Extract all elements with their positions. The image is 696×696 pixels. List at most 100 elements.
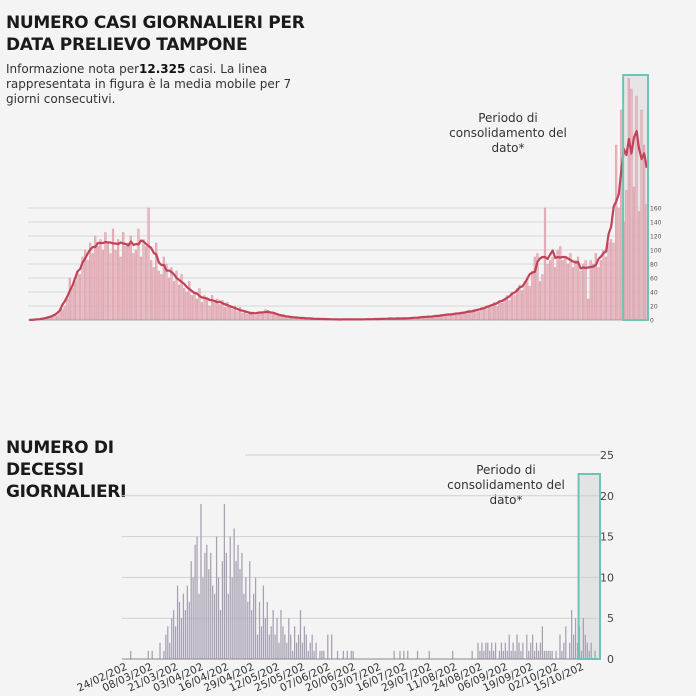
case-bar [208,305,211,321]
case-bar [546,263,549,321]
death-bar [323,650,325,659]
case-bar [531,270,534,321]
death-bar [288,618,290,659]
death-bar [416,650,419,659]
y-tick-label: 15 [600,531,614,544]
consolidation-box [622,74,650,321]
death-bar [526,634,528,659]
case-bar [549,260,552,321]
case-bar [134,249,137,321]
case-bar [254,315,257,321]
case-bar [147,207,150,321]
death-bar [262,585,265,659]
death-bar [188,601,190,659]
case-bar [513,295,516,321]
death-bar [174,626,177,659]
case-bar [551,256,554,321]
case-bar [223,307,226,321]
case-bar [50,317,54,321]
case-bar [261,312,265,321]
y-tick-label: 0 [650,318,654,325]
case-bar [63,305,66,321]
case-bar [185,291,188,321]
y-tick-label: 60 [650,276,658,283]
death-bar [280,610,282,659]
case-bar [150,260,153,321]
death-bar [173,610,175,659]
death-bar [270,626,272,659]
case-bar [632,186,635,321]
death-bar [301,642,304,659]
death-bar [225,552,227,659]
case-bar [457,313,460,321]
subtitle-suffix: casi. La linea rappresentata in figura è… [6,62,292,106]
death-bar [251,610,253,659]
y-tick-label: 25 [600,449,614,462]
death-bar [309,642,311,659]
death-bar [319,650,321,659]
death-bar [266,601,268,659]
death-bar [532,634,534,659]
death-bar [171,618,173,659]
consolidation-box [577,473,601,660]
death-bar [549,650,551,659]
case-bar [89,242,92,321]
death-bar [208,569,210,659]
case-bar [213,302,216,321]
death-bar [342,650,345,659]
death-bar [258,601,261,659]
case-bar [99,239,102,321]
death-bar [245,577,247,659]
death-bar [202,577,204,659]
death-bar [559,634,561,659]
death-bar [561,650,563,659]
subtitle-count: 12.325 [139,62,186,76]
death-bar [292,650,294,659]
death-bar [215,536,218,659]
case-bar [86,260,89,321]
death-bar [508,634,510,659]
death-bar [192,577,194,659]
case-bar [620,109,623,321]
case-bar [521,290,524,321]
y-tick-label: 120 [650,234,662,241]
y-tick-label: 100 [650,248,662,255]
death-bar [489,650,491,659]
case-bar [454,314,458,321]
death-bar [249,561,251,659]
case-bar [465,313,468,321]
case-bar [236,311,239,321]
case-bar [599,260,602,321]
death-bar [479,650,481,659]
death-bar [452,650,454,659]
case-bar [282,316,285,321]
case-bar [584,260,587,321]
death-bar [545,650,547,659]
case-bar [200,302,204,321]
case-bar [615,144,618,321]
case-bar [157,270,160,321]
death-bar [227,593,229,659]
death-bar [311,634,313,659]
death-bar [555,650,557,659]
case-bar [508,300,511,321]
death-bar [221,561,224,659]
death-bar [315,642,317,659]
case-bar [142,239,145,321]
death-bar [569,642,571,659]
death-bar [498,650,501,659]
case-bar [444,315,447,321]
case-bar [277,315,280,321]
case-bar [198,288,201,321]
death-bar [303,626,305,659]
cases-chart-subtitle: Informazione nota per12.325 casi. La lin… [6,62,306,107]
case-bar [178,284,181,321]
death-bar [206,544,208,659]
death-bar [576,642,579,659]
case-bar [152,267,155,321]
death-bar [492,650,495,659]
case-bar [643,144,646,321]
case-bar [129,235,132,321]
case-bar [144,246,148,321]
death-bar [487,642,489,659]
